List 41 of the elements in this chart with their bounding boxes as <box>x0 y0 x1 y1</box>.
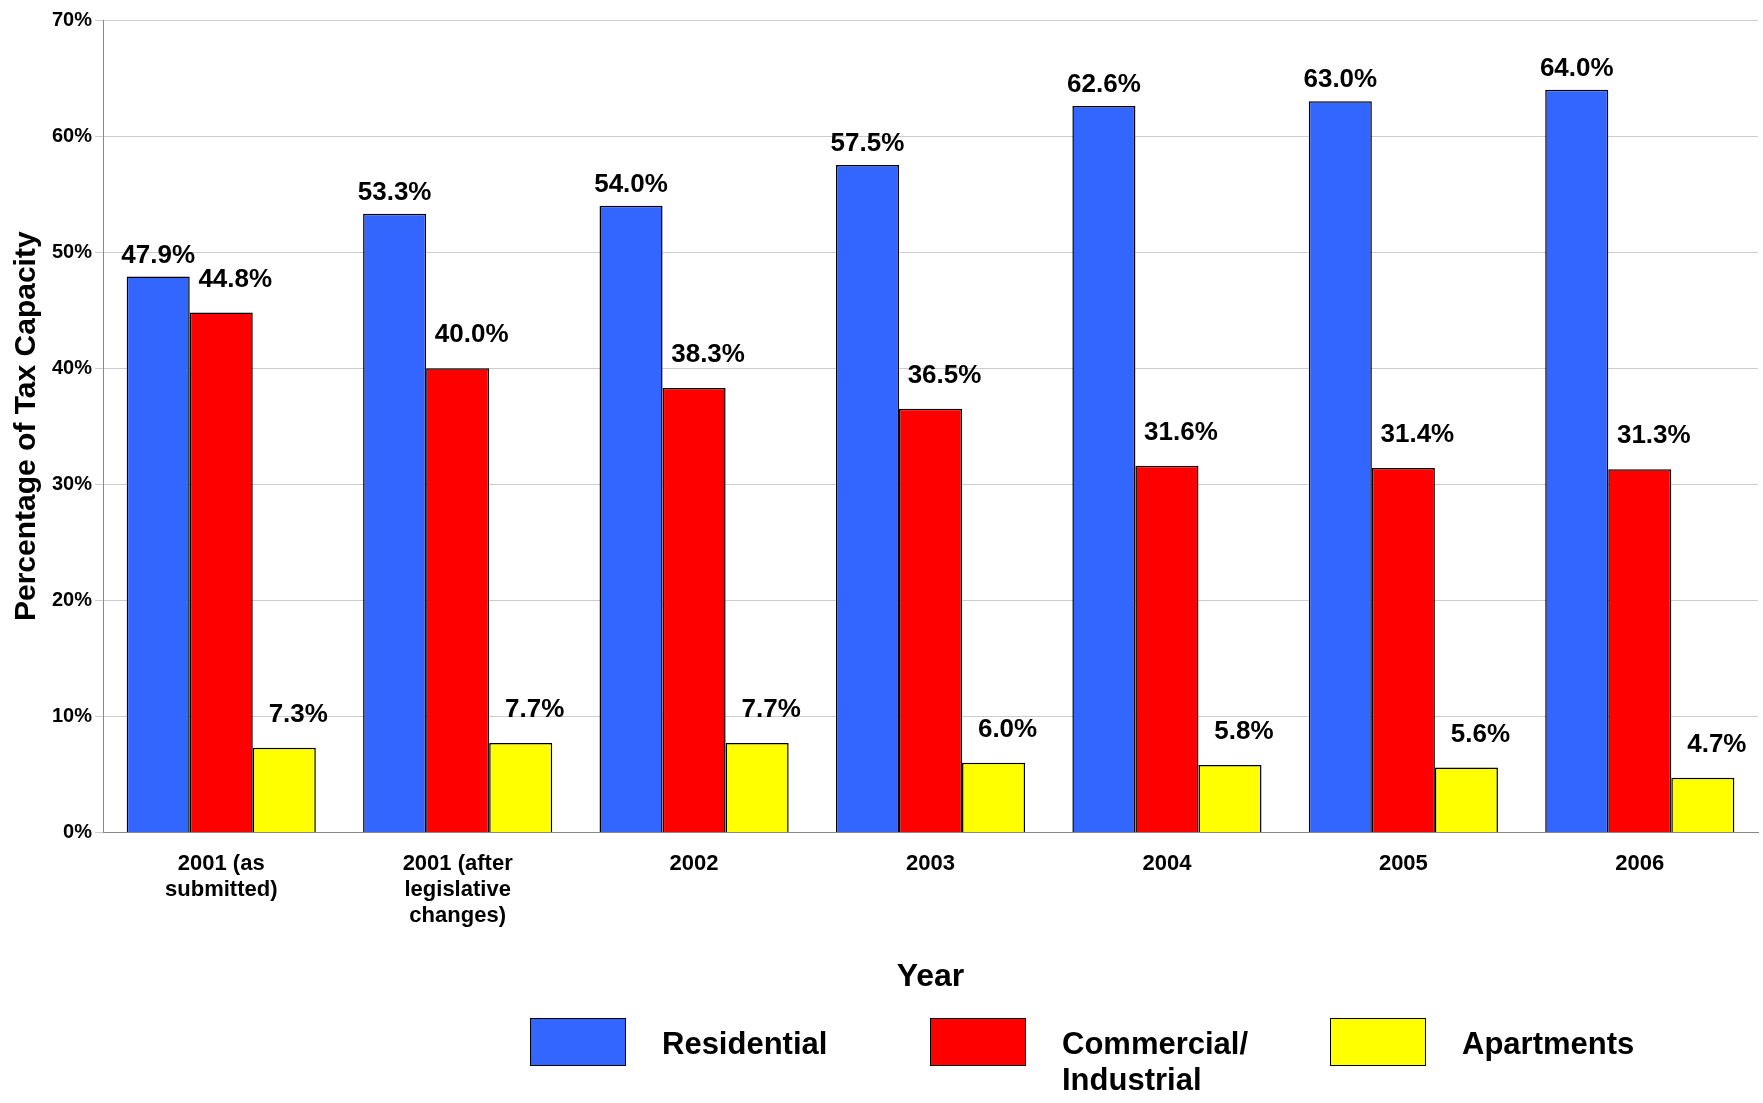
x-tick-label: 2004 <box>1142 849 1193 875</box>
data-label: 38.3% <box>671 338 745 369</box>
data-label: 36.5% <box>907 358 982 389</box>
data-label: 4.7% <box>1687 728 1747 759</box>
x-tick-label: 2006 <box>1615 849 1665 875</box>
data-label: 7.3% <box>268 697 328 728</box>
data-label: 31.4% <box>1380 418 1455 449</box>
x-tick-label: 2003 <box>906 849 955 875</box>
y-tick-label: 0% <box>63 819 93 842</box>
legend-label: Apartments <box>1462 1026 1636 1062</box>
data-label: 7.7% <box>505 693 565 724</box>
data-label: 63.0% <box>1303 63 1378 94</box>
x-tick-label: 2001 (after legislative changes) <box>402 849 514 928</box>
data-label: 44.8% <box>198 262 273 293</box>
x-tick-label: 2002 <box>669 849 719 875</box>
data-label: 64.0% <box>1539 51 1614 82</box>
x-tick-label: 2005 <box>1378 849 1428 875</box>
data-label: 5.8% <box>1214 715 1274 746</box>
data-label: 5.6% <box>1450 717 1511 748</box>
y-tick-label: 60% <box>52 123 93 146</box>
y-tick-label: 70% <box>52 7 93 30</box>
data-label: 6.0% <box>977 712 1038 743</box>
y-tick-label: 30% <box>52 471 93 494</box>
y-tick-label: 20% <box>52 587 93 610</box>
data-label: 7.7% <box>741 693 801 724</box>
legend-label: Commercial/ Industrial <box>1062 1026 1250 1098</box>
legend-label: Residential <box>662 1026 829 1062</box>
y-tick-label: 40% <box>52 355 93 378</box>
data-label: 53.3% <box>357 175 432 206</box>
y-tick-label: 50% <box>52 239 93 262</box>
data-label: 57.5% <box>830 127 905 158</box>
x-tick-label: 2001 (as submitted) <box>165 849 278 902</box>
data-label: 47.9% <box>121 238 196 269</box>
x-axis-title: Year <box>896 956 965 993</box>
data-label: 31.3% <box>1616 419 1691 450</box>
y-tick-label: 10% <box>52 703 93 726</box>
data-label: 31.6% <box>1144 415 1218 446</box>
data-label: 62.6% <box>1067 68 1141 99</box>
data-label: 40.0% <box>434 318 509 349</box>
data-label: 54.0% <box>594 167 668 198</box>
y-axis-title: Percentage of Tax Capacity <box>8 231 42 621</box>
